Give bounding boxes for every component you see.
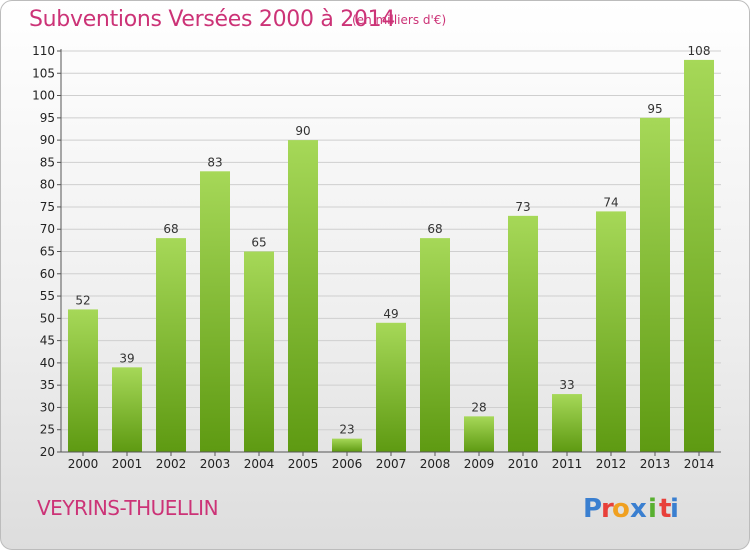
x-tick-label: 2010 <box>508 457 539 471</box>
y-tick-label: 25 <box>40 423 55 437</box>
logo-letter: i <box>648 494 657 524</box>
y-tick-label: 55 <box>40 289 55 303</box>
data-label: 90 <box>295 124 310 138</box>
x-tick-label: 2012 <box>596 457 627 471</box>
chart-title: Subventions Versées 2000 à 2014 <box>29 7 396 32</box>
bar-2006 <box>332 438 362 452</box>
data-label: 65 <box>251 236 266 250</box>
data-label: 52 <box>75 293 90 307</box>
data-label: 68 <box>427 222 442 236</box>
bar-2005 <box>288 140 318 452</box>
bar-2000 <box>68 309 98 452</box>
x-tick-label: 2001 <box>112 457 143 471</box>
bar-2012 <box>596 211 626 452</box>
y-tick-label: 85 <box>40 155 55 169</box>
x-tick-label: 2003 <box>200 457 231 471</box>
logo-letter: t <box>659 494 671 524</box>
data-label: 108 <box>688 44 711 58</box>
bar-2008 <box>420 238 450 452</box>
chart-subtitle: (en milliers d'€) <box>352 13 447 27</box>
data-label: 49 <box>383 307 398 321</box>
bar-2002 <box>156 238 186 452</box>
bar-2010 <box>508 215 538 452</box>
data-label: 68 <box>163 222 178 236</box>
x-tick-label: 2008 <box>420 457 451 471</box>
x-tick-label: 2005 <box>288 457 319 471</box>
y-tick-label: 35 <box>40 378 55 392</box>
y-tick-label: 65 <box>40 245 55 259</box>
y-tick-label: 95 <box>40 111 55 125</box>
data-label: 33 <box>559 378 574 392</box>
logo-letter: x <box>630 494 647 524</box>
y-tick-label: 80 <box>40 178 55 192</box>
x-tick-label: 2000 <box>68 457 99 471</box>
logo-letter: i <box>670 494 679 524</box>
logo-letter: o <box>612 494 630 524</box>
bar-2004 <box>244 251 274 452</box>
data-label: 39 <box>119 351 134 365</box>
x-tick-label: 2002 <box>156 457 187 471</box>
y-tick-label: 30 <box>40 400 55 414</box>
axes: 20 25 30 35 40 45 50 55 60 65 70 75 80 85 90 95 100 105 11… <box>32 44 721 471</box>
x-tick-label: 2011 <box>552 457 583 471</box>
data-label: 74 <box>603 195 618 209</box>
y-tick-label: 20 <box>40 445 55 459</box>
x-tick-label: 2009 <box>464 457 495 471</box>
y-tick-label: 50 <box>40 311 55 325</box>
x-tick-label: 2007 <box>376 457 407 471</box>
bar-2003 <box>200 171 230 453</box>
bar-2009 <box>464 416 494 452</box>
x-tick-label: 2004 <box>244 457 275 471</box>
y-tick-label: 60 <box>40 267 55 281</box>
bar-2011 <box>552 394 582 452</box>
y-tick-label: 110 <box>32 44 55 58</box>
data-label: 28 <box>471 400 486 414</box>
x-tick-label: 2014 <box>684 457 715 471</box>
bar-2014 <box>684 59 714 453</box>
logo-letter: P <box>583 494 602 524</box>
proxiti-logo: Pro x i ti <box>583 494 679 524</box>
bar-2007 <box>376 322 406 452</box>
data-label: 23 <box>339 423 354 437</box>
bar-2001 <box>112 367 142 452</box>
y-tick-label: 70 <box>40 222 55 236</box>
x-tick-label: 2006 <box>332 457 363 471</box>
y-tick-label: 75 <box>40 200 55 214</box>
data-label: 83 <box>207 155 222 169</box>
logo-letter: r <box>601 494 614 524</box>
x-tick-label: 2013 <box>640 457 671 471</box>
data-label: 95 <box>647 102 662 116</box>
y-tick-label: 100 <box>32 89 55 103</box>
y-tick-label: 45 <box>40 334 55 348</box>
bar-2013 <box>640 117 670 452</box>
y-tick-label: 105 <box>32 66 55 80</box>
data-label: 73 <box>515 200 530 214</box>
y-tick-label: 40 <box>40 356 55 370</box>
bars: 52 39 68 83 65 90 23 49 68 28 73 33 74 95 108 <box>68 44 714 453</box>
y-tick-label: 90 <box>40 133 55 147</box>
place-name: VEYRINS-THUELLIN <box>37 496 219 520</box>
